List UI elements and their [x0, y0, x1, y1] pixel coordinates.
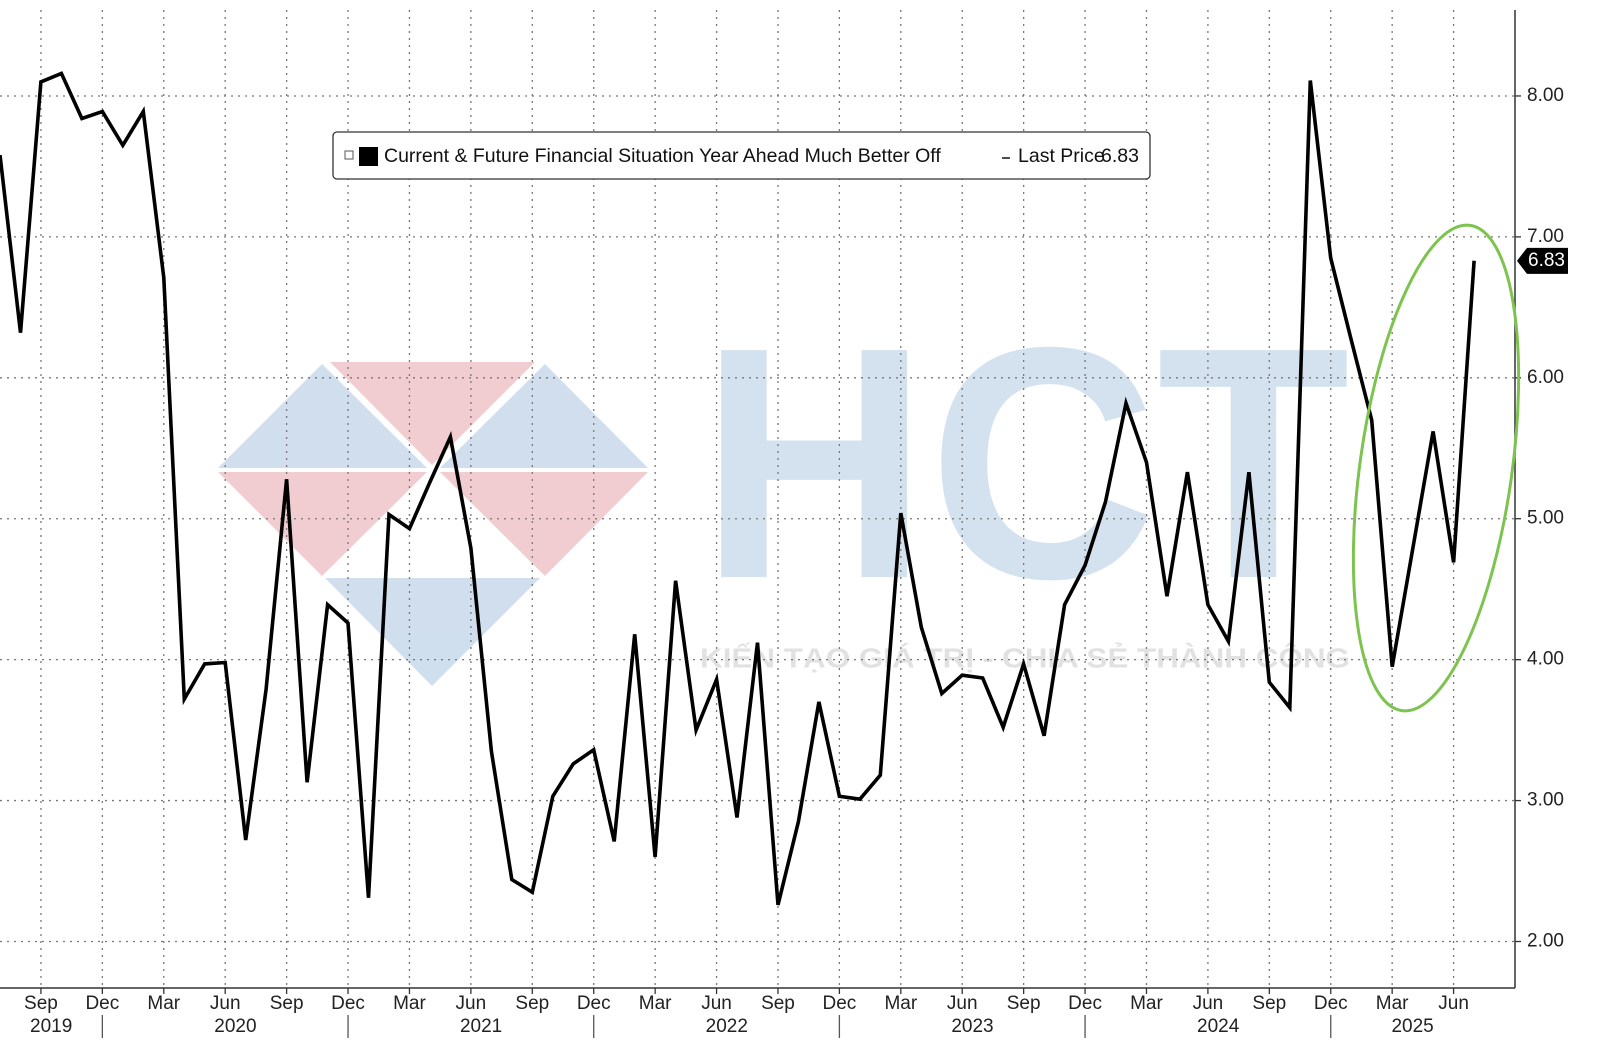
logo-shape	[440, 472, 648, 576]
x-tick-label: Dec	[331, 993, 365, 1014]
legend: Current & Future Financial Situation Yea…	[332, 131, 1151, 180]
x-tick-label: Jun	[1438, 993, 1469, 1014]
watermark: HCT KIẾN TẠO GIÁ TRỊ - CHIA SẺ THÀNH CÔN…	[218, 278, 1350, 686]
y-tick-label: 2.00	[1527, 931, 1564, 952]
y-tick-label: 4.00	[1527, 649, 1564, 670]
x-tick-label: Sep	[761, 993, 795, 1014]
logo-shape	[440, 364, 648, 468]
logo-shape	[330, 362, 535, 465]
y-tick-label: 3.00	[1527, 790, 1564, 811]
x-year-label: 2022	[706, 1016, 748, 1037]
x-tick-label: Sep	[270, 993, 304, 1014]
series-line	[0, 71, 1476, 906]
x-tick-label: Mar	[639, 993, 672, 1014]
x-tick-label: Jun	[1193, 993, 1224, 1014]
x-tick-label: Jun	[701, 993, 732, 1014]
annotation-ellipse	[1351, 223, 1521, 713]
x-tick-label: Dec	[822, 993, 856, 1014]
x-tick-label: Dec	[85, 993, 119, 1014]
x-year-label: 2024	[1197, 1016, 1240, 1037]
x-tick-label: Sep	[515, 993, 549, 1014]
x-tick-label: Sep	[24, 993, 58, 1014]
x-tick-label: Jun	[456, 993, 487, 1014]
x-year-label: 2023	[951, 1016, 993, 1037]
x-year-label: 2025	[1391, 1016, 1433, 1037]
x-year-label: 2021	[460, 1016, 502, 1037]
legend-entry: Current & Future Financial Situation Yea…	[384, 145, 941, 167]
legend-swatch	[359, 147, 378, 166]
y-tick-label: 8.00	[1527, 85, 1564, 106]
logo-shape	[325, 578, 540, 686]
x-year-label: 2019	[30, 1016, 72, 1037]
x-tick-label: Mar	[884, 993, 917, 1014]
x-tick-label: Dec	[1314, 993, 1348, 1014]
x-tick-label: Jun	[947, 993, 978, 1014]
last-price-tag	[1517, 247, 1568, 274]
legend-last-price: 6.83	[1101, 145, 1139, 167]
y-tick-label: 7.00	[1527, 226, 1564, 247]
x-tick-label: Mar	[1376, 993, 1409, 1014]
x-tick-label: Mar	[393, 993, 426, 1014]
legend-last-price-label: Last Price	[1018, 145, 1105, 167]
y-tick-label: 6.00	[1527, 367, 1564, 388]
y-tick-label: 5.00	[1527, 508, 1564, 529]
x-year-label: 2020	[214, 1016, 256, 1037]
watermark-brand: HCT	[700, 278, 1350, 647]
x-tick-label: Mar	[1130, 993, 1163, 1014]
x-tick-label: Jun	[210, 993, 241, 1014]
x-tick-label: Dec	[1068, 993, 1102, 1014]
x-tick-label: Sep	[1007, 993, 1041, 1014]
x-tick-label: Mar	[147, 993, 180, 1014]
x-tick-label: Sep	[1252, 993, 1286, 1014]
last-price-tag-label: 6.83	[1528, 250, 1565, 271]
x-tick-label: Dec	[577, 993, 611, 1014]
legend-box	[332, 131, 1151, 180]
logo-shape	[218, 472, 427, 576]
legend-expander	[344, 150, 354, 160]
logo-shape	[218, 364, 427, 468]
